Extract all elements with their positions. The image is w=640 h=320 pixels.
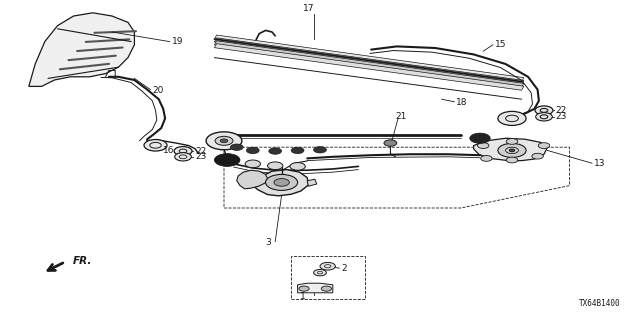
Polygon shape: [29, 13, 134, 86]
Polygon shape: [237, 170, 268, 189]
Circle shape: [214, 154, 240, 166]
Circle shape: [175, 153, 191, 161]
Circle shape: [536, 113, 552, 121]
Circle shape: [477, 143, 489, 148]
Text: 21: 21: [396, 112, 407, 121]
Circle shape: [498, 143, 526, 157]
Text: 17: 17: [303, 4, 314, 13]
Circle shape: [291, 147, 304, 154]
Circle shape: [220, 139, 228, 143]
Text: 2: 2: [341, 264, 347, 273]
Circle shape: [266, 174, 298, 190]
Circle shape: [535, 106, 553, 115]
Circle shape: [384, 140, 397, 146]
Circle shape: [498, 111, 526, 125]
Text: 13: 13: [594, 159, 605, 168]
Circle shape: [538, 143, 550, 148]
Text: FR.: FR.: [72, 256, 92, 266]
Polygon shape: [298, 283, 333, 293]
Text: 3: 3: [266, 238, 271, 247]
Circle shape: [206, 132, 242, 150]
Polygon shape: [214, 41, 524, 87]
Polygon shape: [307, 179, 317, 186]
Circle shape: [470, 133, 490, 143]
Circle shape: [269, 148, 282, 154]
Circle shape: [314, 269, 326, 276]
Text: 1: 1: [300, 292, 305, 301]
Text: TX64B1400: TX64B1400: [579, 299, 621, 308]
Polygon shape: [253, 170, 308, 196]
Circle shape: [321, 286, 332, 291]
Circle shape: [532, 153, 543, 159]
Circle shape: [506, 157, 518, 163]
Circle shape: [320, 262, 335, 270]
Polygon shape: [214, 35, 524, 82]
Text: 15: 15: [495, 40, 506, 49]
Polygon shape: [214, 38, 524, 84]
Text: 19: 19: [172, 37, 183, 46]
Text: 22: 22: [556, 106, 567, 115]
Circle shape: [274, 179, 289, 186]
Circle shape: [268, 162, 283, 170]
Text: 23: 23: [556, 112, 567, 121]
Circle shape: [144, 140, 167, 151]
Circle shape: [215, 136, 233, 145]
Circle shape: [481, 156, 492, 161]
Polygon shape: [214, 44, 524, 90]
Polygon shape: [244, 179, 253, 187]
Text: 23: 23: [195, 152, 207, 161]
Circle shape: [245, 160, 260, 168]
Text: 20: 20: [152, 86, 164, 95]
Circle shape: [290, 163, 305, 170]
Polygon shape: [474, 138, 547, 161]
Circle shape: [299, 286, 309, 291]
Text: 22: 22: [195, 147, 207, 156]
Text: 16: 16: [163, 146, 175, 155]
Circle shape: [506, 139, 518, 144]
Circle shape: [174, 147, 192, 156]
Circle shape: [509, 149, 515, 152]
Circle shape: [314, 147, 326, 153]
Circle shape: [246, 147, 259, 154]
Circle shape: [230, 144, 243, 150]
Text: 18: 18: [456, 98, 467, 107]
